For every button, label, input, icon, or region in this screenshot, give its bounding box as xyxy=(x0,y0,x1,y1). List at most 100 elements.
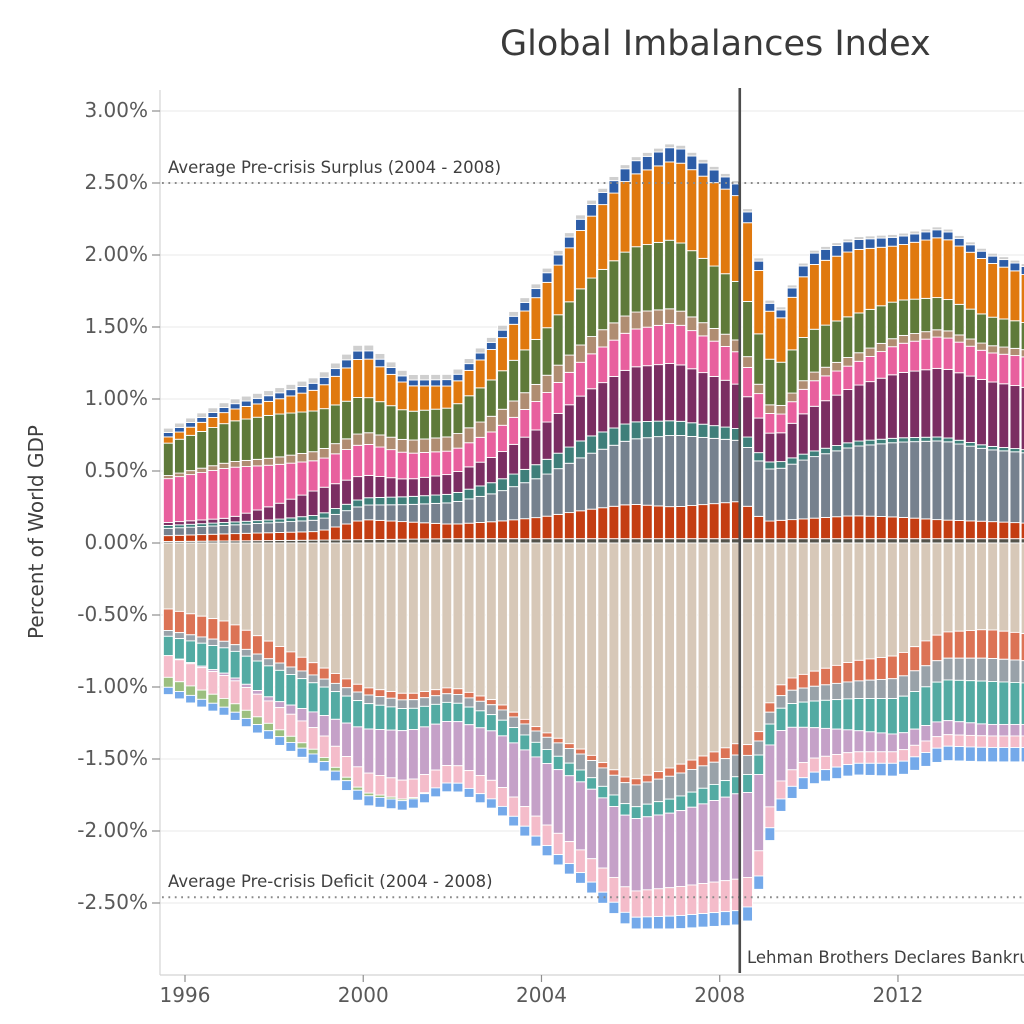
deficit-salmon-bar-segment xyxy=(374,689,386,698)
deficit-pink-bar-segment xyxy=(786,769,798,787)
surplus-orange-bar-segment xyxy=(976,258,987,315)
deficit-pink-bar-segment xyxy=(263,700,274,724)
surplus-olive-bar-segment xyxy=(842,316,854,358)
surplus-blue-bar-segment xyxy=(920,231,932,241)
surplus-brick-red-bar-segment xyxy=(630,504,642,540)
surplus-tan-bar-segment xyxy=(430,437,442,453)
surplus-tan-bar-segment xyxy=(965,338,976,347)
deficit-blue-bar-segment xyxy=(240,717,252,728)
surplus-pink-bar-segment xyxy=(942,337,954,370)
deficit-teal-bar-segment xyxy=(630,806,642,820)
deficit-pink-bar-segment xyxy=(1020,735,1024,748)
deficit-mauve-bar-segment xyxy=(586,788,597,860)
deficit-beige-bar-segment xyxy=(764,542,776,704)
surplus-slate-gray-bar-segment xyxy=(953,443,965,521)
surplus-orange-bar-segment xyxy=(887,245,898,303)
deficit-teal-bar-segment xyxy=(363,703,375,730)
surplus-olive-bar-segment xyxy=(909,298,921,334)
surplus-blue-bar-segment xyxy=(430,379,442,387)
deficit-teal-bar-segment xyxy=(207,645,219,671)
deficit-green-bar-segment xyxy=(330,766,341,772)
surplus-brick-red-bar-segment xyxy=(686,505,698,540)
deficit-blue-bar-segment xyxy=(563,863,575,875)
surplus-pink-bar-segment xyxy=(575,361,586,397)
surplus-blue-bar-segment xyxy=(396,375,408,383)
surplus-olive-bar-segment xyxy=(307,410,319,453)
deficit-gray-bar-segment xyxy=(530,730,542,743)
surplus-plum-bar-segment xyxy=(185,520,196,525)
deficit-gray-bar-segment xyxy=(508,716,519,729)
surplus-slate-gray-bar-segment xyxy=(452,500,464,525)
deficit-blue-bar-segment xyxy=(497,805,508,817)
surplus-silver-bar-segment xyxy=(686,151,698,157)
deficit-beige-bar-segment xyxy=(998,542,1010,632)
deficit-blue-bar-segment xyxy=(953,746,965,762)
surplus-slate-gray-bar-segment xyxy=(463,498,475,524)
deficit-mauve-bar-segment xyxy=(575,781,586,851)
surplus-teal-bar-segment xyxy=(920,436,932,442)
surplus-pink-bar-segment xyxy=(218,468,230,519)
deficit-beige-bar-segment xyxy=(430,542,442,691)
surplus-tan-bar-segment xyxy=(764,404,776,414)
surplus-orange-bar-segment xyxy=(998,266,1010,320)
deficit-blue-bar-segment xyxy=(875,762,887,777)
surplus-orange-bar-segment xyxy=(430,385,442,410)
surplus-slate-gray-bar-segment xyxy=(931,440,943,521)
deficit-pink-bar-segment xyxy=(207,671,219,695)
surplus-pink-bar-segment xyxy=(775,413,787,434)
surplus-orange-bar-segment xyxy=(207,417,219,429)
deficit-salmon-bar-segment xyxy=(675,763,687,774)
surplus-charcoal-bar-segment xyxy=(708,538,720,544)
deficit-salmon-bar-segment xyxy=(162,608,174,631)
surplus-orange-bar-segment xyxy=(675,162,687,244)
deficit-blue-bar-segment xyxy=(419,793,430,804)
surplus-plum-bar-segment xyxy=(263,506,274,521)
surplus-silver-bar-segment xyxy=(786,284,798,289)
deficit-teal-bar-segment xyxy=(831,699,843,730)
deficit-beige-bar-segment xyxy=(318,542,330,669)
surplus-orange-bar-segment xyxy=(742,222,753,302)
surplus-tan-bar-segment xyxy=(330,443,341,455)
surplus-plum-bar-segment xyxy=(318,486,330,514)
deficit-teal-bar-segment xyxy=(252,660,263,692)
surplus-orange-bar-segment xyxy=(831,255,843,322)
surplus-slate-gray-bar-segment xyxy=(430,502,442,524)
deficit-gray-bar-segment xyxy=(363,694,375,705)
surplus-charcoal-bar-segment xyxy=(408,538,419,544)
deficit-beige-bar-segment xyxy=(207,542,219,620)
surplus-silver-bar-segment xyxy=(764,299,776,304)
deficit-gray-bar-segment xyxy=(875,678,887,699)
surplus-olive-bar-segment xyxy=(563,301,575,356)
surplus-tan-bar-segment xyxy=(563,354,575,373)
surplus-tan-bar-segment xyxy=(664,308,675,325)
deficit-green-bar-segment xyxy=(285,735,297,743)
surplus-olive-bar-segment xyxy=(809,328,820,373)
deficit-pink-bar-segment xyxy=(697,883,709,915)
surplus-blue-bar-segment xyxy=(753,260,765,271)
deficit-gray-bar-segment xyxy=(976,657,987,682)
surplus-plum-bar-segment xyxy=(396,478,408,498)
surplus-pink-bar-segment xyxy=(486,431,497,458)
deficit-salmon-bar-segment xyxy=(430,689,442,697)
surplus-plum-bar-segment xyxy=(296,494,308,518)
surplus-pink-bar-segment xyxy=(207,470,219,520)
surplus-olive-bar-segment xyxy=(452,403,464,435)
surplus-blue-bar-segment xyxy=(1009,262,1021,272)
deficit-salmon-bar-segment xyxy=(486,699,497,706)
surplus-blue-bar-segment xyxy=(274,392,286,400)
deficit-mauve-bar-segment xyxy=(1009,723,1021,737)
surplus-tan-bar-segment xyxy=(229,461,241,468)
surplus-pink-bar-segment xyxy=(719,345,731,381)
deficit-pink-bar-segment xyxy=(630,890,642,918)
deficit-mauve-bar-segment xyxy=(764,744,776,808)
surplus-charcoal-bar-segment xyxy=(575,538,586,544)
surplus-silver-bar-segment xyxy=(942,228,954,233)
surplus-pink-bar-segment xyxy=(341,449,352,481)
surplus-charcoal-bar-segment xyxy=(942,538,954,544)
deficit-blue-bar-segment xyxy=(452,782,464,793)
surplus-brick-red-bar-segment xyxy=(775,519,787,540)
surplus-slate-gray-bar-segment xyxy=(920,440,932,520)
deficit-teal-bar-segment xyxy=(330,691,341,720)
